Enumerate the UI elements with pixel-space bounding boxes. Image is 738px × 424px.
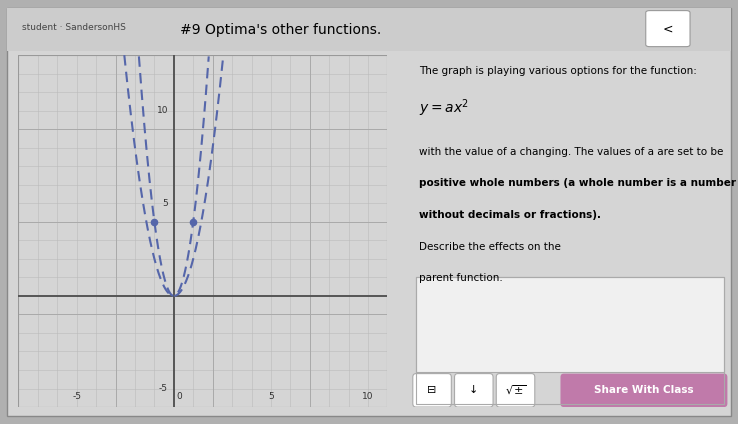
- FancyBboxPatch shape: [455, 374, 493, 407]
- Text: The graph is playing various options for the function:: The graph is playing various options for…: [419, 66, 697, 75]
- Text: Share With Class: Share With Class: [594, 385, 694, 395]
- FancyBboxPatch shape: [560, 374, 728, 407]
- FancyBboxPatch shape: [416, 277, 724, 372]
- FancyBboxPatch shape: [646, 11, 690, 47]
- FancyBboxPatch shape: [413, 374, 452, 407]
- Text: 10: 10: [362, 393, 373, 402]
- Text: 5: 5: [268, 393, 274, 402]
- Text: ↓: ↓: [469, 385, 478, 395]
- Bar: [7, 8, 731, 51]
- Text: positive whole numbers (a whole number is a number: positive whole numbers (a whole number i…: [419, 178, 737, 188]
- Text: -5: -5: [72, 393, 81, 402]
- Text: 5: 5: [162, 199, 168, 208]
- Point: [148, 218, 160, 225]
- Text: -5: -5: [159, 384, 168, 393]
- Text: parent function.: parent function.: [419, 273, 503, 283]
- Text: $y = ax^2$: $y = ax^2$: [419, 98, 469, 119]
- FancyBboxPatch shape: [496, 374, 535, 407]
- Text: ⊟: ⊟: [427, 385, 437, 395]
- Text: $\sqrt{\pm}$: $\sqrt{\pm}$: [505, 384, 526, 397]
- Text: with the value of a changing. The values of a are set to be: with the value of a changing. The values…: [419, 147, 723, 156]
- Point: [187, 218, 199, 225]
- Bar: [18, 55, 387, 407]
- Text: <: <: [663, 22, 673, 35]
- Text: student · SandersonHS: student · SandersonHS: [22, 23, 126, 32]
- Text: #9 Optima's other functions.: #9 Optima's other functions.: [180, 22, 381, 37]
- Text: without decimals or fractions).: without decimals or fractions).: [419, 210, 601, 220]
- Text: Describe the effects on the: Describe the effects on the: [419, 242, 561, 251]
- Text: 10: 10: [156, 106, 168, 115]
- Text: 0: 0: [177, 393, 182, 402]
